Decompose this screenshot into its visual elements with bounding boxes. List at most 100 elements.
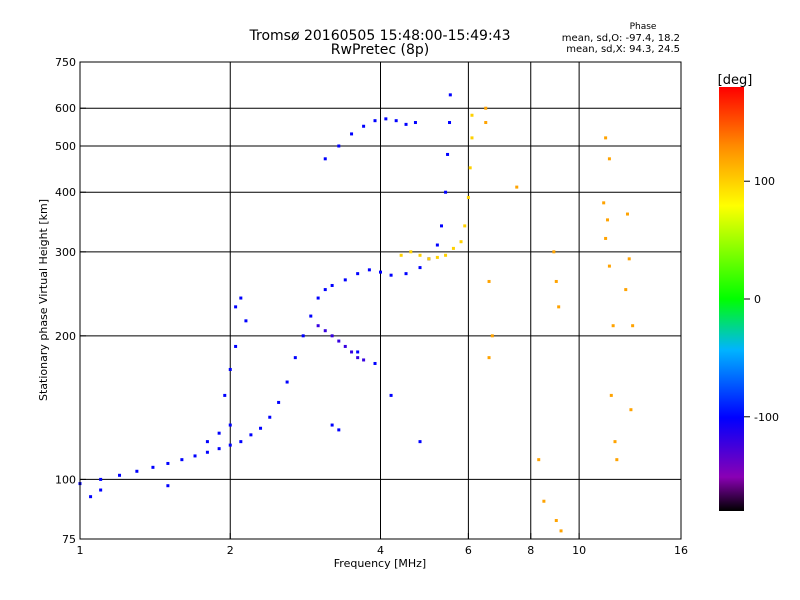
data-point (468, 166, 472, 170)
chart-subtitle: RwPretec (8p) (331, 42, 429, 58)
y-tick-label: 300 (55, 246, 76, 259)
data-point (343, 278, 347, 282)
data-point (418, 253, 422, 257)
data-point (239, 296, 243, 300)
y-tick-label: 500 (55, 140, 76, 153)
data-point (448, 93, 452, 97)
data-point (337, 428, 341, 432)
data-point (205, 450, 209, 454)
data-point (552, 250, 556, 254)
data-point (448, 121, 452, 125)
data-point (607, 157, 611, 161)
x-tick-label: 8 (527, 544, 534, 557)
data-point (330, 334, 334, 338)
y-axis-ticks: 75 100 200 300 400 500 600 750 (55, 56, 86, 546)
x-tick-label: 16 (674, 544, 688, 557)
data-point (205, 440, 209, 444)
data-point (343, 344, 347, 348)
data-point (607, 264, 611, 268)
data-point (606, 218, 610, 222)
data-point (180, 458, 184, 462)
data-point (484, 121, 488, 125)
colorbar-ticks: 100 0 -100 (744, 175, 779, 424)
data-point (615, 458, 619, 462)
data-point (625, 212, 629, 216)
data-point (217, 431, 221, 435)
data-point (389, 393, 393, 397)
colorbar-tick-label: 0 (754, 293, 761, 306)
data-point (228, 423, 232, 427)
data-point (490, 334, 494, 338)
y-tick-label: 100 (55, 473, 76, 486)
x-tick-label: 10 (572, 544, 586, 557)
data-point (559, 529, 563, 533)
colorbar-tick-label: -100 (754, 411, 779, 424)
data-point (389, 273, 393, 277)
data-point (435, 255, 439, 259)
data-point (316, 324, 320, 328)
stats-line-o: mean, sd,O: -97.4, 18.2 (562, 33, 680, 44)
data-point (629, 408, 633, 412)
data-point (627, 257, 631, 261)
data-point (166, 461, 170, 465)
data-point (611, 324, 615, 328)
data-point (217, 447, 221, 451)
data-point (435, 243, 439, 247)
data-point (602, 201, 606, 205)
data-point (350, 132, 354, 136)
data-point (323, 157, 327, 161)
data-point (234, 305, 238, 309)
data-point (463, 224, 467, 228)
data-point (404, 122, 408, 126)
data-point (99, 488, 103, 492)
data-point (444, 190, 448, 194)
data-point (356, 356, 360, 360)
data-point (234, 344, 238, 348)
data-point (244, 319, 248, 323)
colorbar-label: [deg] (718, 73, 753, 88)
data-point (301, 334, 305, 338)
data-point (487, 279, 491, 283)
colorbar (719, 87, 744, 511)
data-point (470, 113, 474, 117)
data-point (89, 495, 93, 499)
data-point (394, 119, 398, 123)
data-point (613, 440, 617, 444)
data-point (470, 136, 474, 140)
data-point (466, 195, 470, 199)
data-point (362, 124, 366, 128)
data-point (373, 119, 377, 123)
data-point (404, 272, 408, 276)
x-tick-label: 4 (377, 544, 384, 557)
data-point (631, 324, 635, 328)
stats-heading: Phase (630, 22, 657, 32)
data-point (557, 305, 561, 309)
data-point (409, 250, 413, 254)
stats-line-x: mean, sd,X: 94.3, 24.5 (566, 44, 680, 55)
y-tick-label: 200 (55, 330, 76, 343)
y-tick-label: 75 (62, 533, 76, 546)
data-point (604, 236, 608, 240)
data-point (440, 224, 444, 228)
data-point (554, 279, 558, 283)
x-axis-ticks: 1 2 4 6 8 10 16 (77, 533, 688, 557)
data-point (373, 361, 377, 365)
data-point (604, 136, 608, 140)
data-point (293, 356, 297, 360)
y-tick-label: 600 (55, 102, 76, 115)
data-point (223, 393, 227, 397)
data-point (277, 400, 281, 404)
data-point (323, 329, 327, 333)
data-point (542, 499, 546, 503)
x-tick-label: 1 (77, 544, 84, 557)
data-point (413, 121, 417, 125)
data-point (515, 185, 519, 189)
data-point (537, 458, 541, 462)
chart-title: Tromsø 20160505 15:48:00-15:49:43 (249, 28, 511, 44)
data-point (285, 380, 289, 384)
y-axis-label: Stationary phase Virtual Height [km] (37, 199, 50, 401)
data-point (356, 272, 360, 276)
data-point (459, 240, 463, 244)
data-point (554, 519, 558, 523)
